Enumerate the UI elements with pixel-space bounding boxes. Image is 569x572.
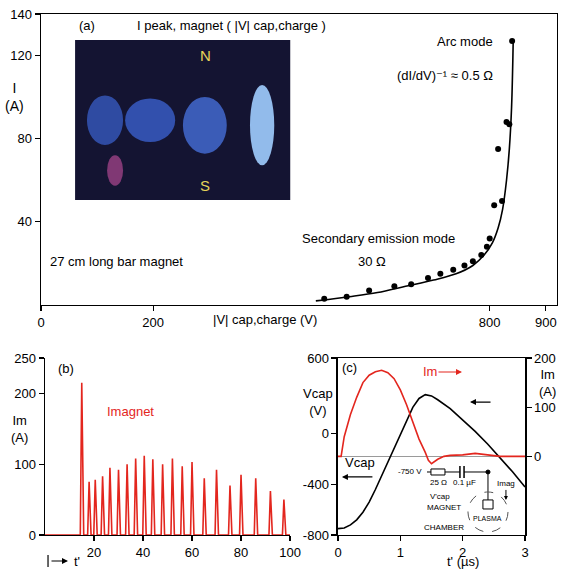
svg-text:40: 40	[136, 545, 150, 560]
svg-text:250: 250	[14, 351, 36, 366]
svg-text:100: 100	[14, 457, 36, 472]
svg-text:200: 200	[14, 386, 36, 401]
svg-text:MAGNET: MAGNET	[427, 503, 461, 512]
svg-text:900: 900	[535, 315, 557, 330]
svg-text:PLASMA: PLASMA	[473, 515, 502, 522]
svg-text:0: 0	[334, 545, 341, 560]
svg-text:20: 20	[87, 545, 101, 560]
svg-text:120: 120	[10, 48, 32, 63]
svg-text:0: 0	[29, 528, 36, 543]
svg-text:200: 200	[142, 315, 164, 330]
svg-text:Im: Im	[423, 364, 437, 379]
svg-text:80: 80	[234, 545, 248, 560]
svg-text:(c): (c)	[342, 360, 357, 375]
svg-text:80: 80	[17, 131, 31, 146]
svg-text:800: 800	[479, 315, 501, 330]
svg-text:Imagnet: Imagnet	[107, 404, 154, 419]
svg-text:0: 0	[37, 315, 44, 330]
svg-text:100: 100	[279, 545, 301, 560]
svg-text:V'cap: V'cap	[430, 492, 450, 501]
svg-text:Vcap: Vcap	[345, 455, 375, 470]
svg-text:(a): (a)	[79, 18, 95, 33]
svg-text:3: 3	[521, 545, 528, 560]
svg-text:Imag: Imag	[497, 479, 515, 488]
svg-text:I(A): I(A)	[5, 80, 24, 114]
svg-text:600: 600	[307, 351, 329, 366]
svg-text:-750 V: -750 V	[398, 467, 422, 476]
svg-text:I peak, magnet ( |V| cap,charg: I peak, magnet ( |V| cap,charge )	[137, 18, 326, 33]
svg-text:40: 40	[17, 214, 31, 229]
svg-text:100: 100	[534, 400, 556, 415]
svg-text:200: 200	[534, 351, 556, 366]
svg-text:140: 140	[10, 7, 32, 22]
svg-text:0.1 µF: 0.1 µF	[453, 478, 476, 487]
svg-text:-400: -400	[303, 477, 329, 492]
svg-text:(b): (b)	[58, 361, 74, 376]
svg-text:25 Ω: 25 Ω	[430, 478, 447, 487]
svg-text:0: 0	[322, 426, 329, 441]
svg-text:|V| cap,charge (V): |V| cap,charge (V)	[213, 312, 317, 327]
svg-text:27 cm long bar magnet: 27 cm long bar magnet	[50, 254, 183, 269]
svg-text:60: 60	[185, 545, 199, 560]
svg-text:-800: -800	[303, 528, 329, 543]
svg-text:N: N	[200, 47, 211, 64]
svg-text:(dI/dV)⁻¹ ≈ 0.5 Ω: (dI/dV)⁻¹ ≈ 0.5 Ω	[397, 68, 493, 83]
svg-text:t': t'	[74, 554, 80, 569]
svg-text:t' (µs): t' (µs)	[447, 554, 479, 569]
svg-text:2: 2	[459, 545, 466, 560]
svg-text:Arc mode: Arc mode	[437, 34, 493, 49]
svg-text:Secondary emission mode: Secondary emission mode	[302, 231, 455, 246]
svg-text:Im(A): Im(A)	[539, 367, 556, 399]
svg-text:S: S	[200, 177, 210, 194]
svg-text:CHAMBER: CHAMBER	[424, 523, 464, 532]
svg-text:Vcap(V): Vcap(V)	[303, 386, 333, 418]
svg-text:0: 0	[534, 449, 541, 464]
svg-text:30 Ω: 30 Ω	[358, 254, 386, 269]
svg-text:Im(A): Im(A)	[11, 413, 28, 445]
svg-text:1: 1	[397, 545, 404, 560]
